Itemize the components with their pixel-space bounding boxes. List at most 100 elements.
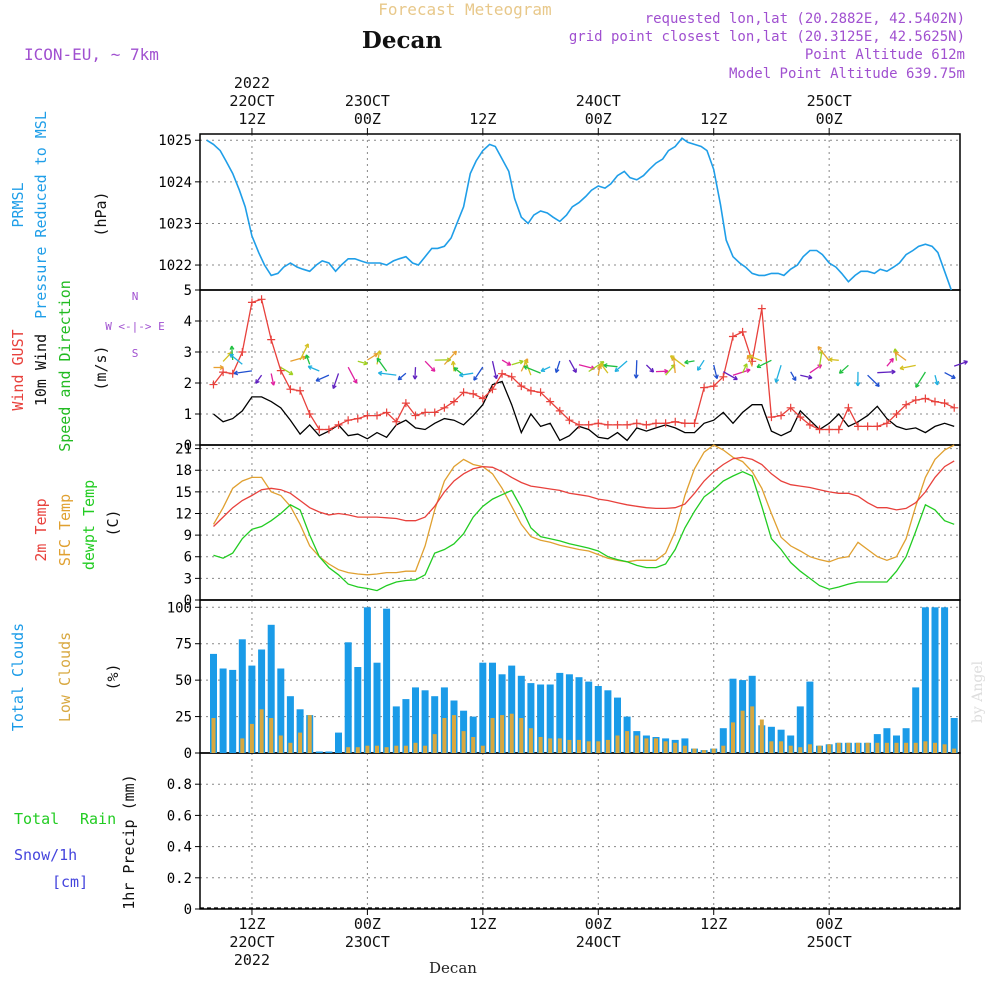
wind-direction-arrow	[840, 365, 849, 373]
low-cloud-bar	[385, 747, 389, 753]
total-cloud-bar	[220, 669, 227, 754]
low-cloud-bar	[769, 741, 773, 753]
low-cloud-bar	[818, 746, 822, 753]
y-tick-label: 0	[184, 746, 192, 762]
low-cloud-bar	[279, 736, 283, 754]
gust-marker	[671, 418, 679, 426]
low-cloud-bar	[779, 741, 783, 753]
y-tick-label: 1	[184, 407, 192, 423]
total-cloud-bar	[354, 667, 361, 753]
gust-marker	[440, 404, 448, 412]
y-tick-label: 0.6	[167, 808, 192, 824]
low-cloud-bar	[212, 718, 216, 753]
top-time-label: 12Z	[238, 110, 265, 128]
low-cloud-bar	[260, 709, 264, 753]
y-tick-label: 1023	[158, 216, 192, 232]
total-cloud-bar	[345, 642, 352, 753]
gust-marker	[690, 419, 698, 427]
low-cloud-bar	[914, 743, 918, 753]
total-cloud-bar	[479, 663, 486, 753]
gust-marker	[238, 348, 246, 356]
low-cloud-bar	[606, 740, 610, 753]
gust-marker	[248, 298, 256, 306]
gust-marker	[873, 422, 881, 430]
pressure-label-1: PRMSL	[9, 182, 27, 227]
wind-direction-arrow	[636, 360, 637, 378]
gust-marker	[431, 408, 439, 416]
low-cloud-bar	[375, 746, 379, 753]
gust-marker	[585, 421, 593, 429]
low-cloud-bar	[269, 718, 273, 753]
low-cloud-bar	[808, 744, 812, 753]
wind-direction-arrow	[348, 367, 356, 383]
y-tick-label: 2	[184, 376, 192, 392]
y-tick-label: 5	[184, 283, 192, 299]
low-cloud-bar	[654, 738, 658, 753]
low-cloud-bar	[288, 743, 292, 753]
top-time-label: 24OCT	[576, 92, 621, 110]
wind-label-gust: Wind GUST	[9, 329, 27, 410]
gust-marker	[681, 419, 689, 427]
info-line-3: Point Altitude 612m	[805, 47, 965, 63]
gust-marker	[296, 387, 304, 395]
top-time-label: 00Z	[354, 110, 381, 128]
panel-frame	[200, 753, 960, 909]
gust-marker	[642, 421, 650, 429]
gust-marker	[604, 421, 612, 429]
top-time-label: 23OCT	[345, 92, 390, 110]
low-cloud-bar	[885, 743, 889, 753]
y-tick-label: 0.8	[167, 777, 192, 793]
model-label: ICON-EU, ~ 7km	[24, 45, 159, 64]
temp-unit: (C)	[104, 509, 122, 536]
wind-direction-arrow	[666, 365, 675, 376]
wind-direction-arrow	[868, 375, 880, 386]
cloud-unit: (%)	[104, 663, 122, 690]
low-cloud-bar	[356, 747, 360, 753]
low-cloud-bar	[683, 746, 687, 753]
low-cloud-bar	[519, 718, 523, 753]
wind-direction-arrow	[757, 360, 771, 367]
low-cloud-bar	[539, 737, 543, 753]
low-cloud-bar	[952, 749, 956, 753]
bottom-time-label: 24OCT	[576, 933, 621, 951]
gust-marker	[421, 408, 429, 416]
footer-location: Decan	[429, 959, 477, 977]
y-tick-label: 15	[175, 485, 192, 501]
total-cloud-bar	[325, 752, 332, 754]
y-tick-label: 12	[175, 506, 192, 522]
y-tick-label: 1025	[158, 133, 192, 149]
y-tick-label: 75	[175, 637, 192, 653]
bottom-time-label: 12Z	[469, 915, 496, 933]
top-time-label: 00Z	[816, 110, 843, 128]
low-cloud-bar	[904, 743, 908, 753]
y-tick-label: 0	[184, 902, 192, 918]
y-tick-label: 3	[184, 345, 192, 361]
bottom-time-label: 00Z	[816, 915, 843, 933]
total-cloud-bar	[364, 607, 371, 753]
total-cloud-bar	[335, 733, 342, 753]
top-time-label: 22OCT	[229, 92, 274, 110]
bottom-time-label: 00Z	[354, 915, 381, 933]
compass-s: S	[132, 347, 139, 360]
wind-direction-arrow	[723, 372, 737, 380]
bottom-time-label: 12Z	[700, 915, 727, 933]
gust-marker	[344, 416, 352, 424]
total-cloud-bar	[316, 752, 323, 754]
gust-marker	[652, 419, 660, 427]
y-tick-label: 6	[184, 550, 192, 566]
gust-marker	[825, 426, 833, 434]
low-cloud-bar	[500, 715, 504, 753]
y-tick-label: 0.4	[167, 840, 192, 856]
total-cloud-bar	[797, 706, 804, 753]
wind-label-dir: Speed and Direction	[56, 280, 74, 452]
total-cloud-bar	[402, 699, 409, 753]
top-time-label: 25OCT	[807, 92, 852, 110]
low-cloud-bar	[394, 746, 398, 753]
gust-marker	[258, 295, 266, 303]
total-cloud-bar	[383, 609, 390, 753]
gust-marker	[594, 419, 602, 427]
total-cloud-bar	[229, 670, 236, 753]
wind-direction-arrow	[524, 366, 541, 373]
y-tick-label: 0.2	[167, 871, 192, 887]
gust-marker	[931, 398, 939, 406]
